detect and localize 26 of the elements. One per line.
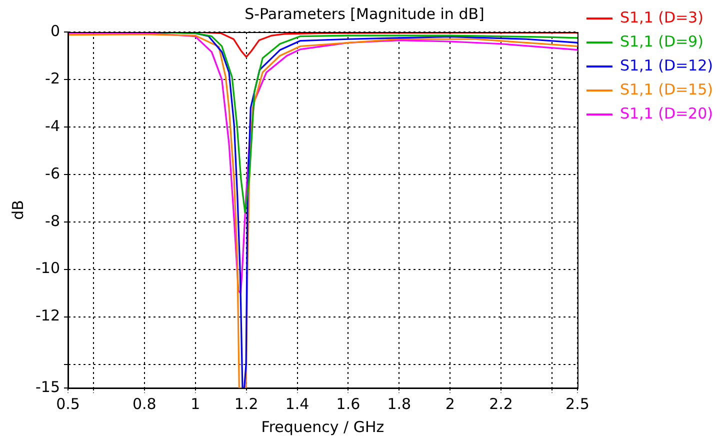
y-tick-label: -15: [36, 378, 60, 396]
legend-label: S1,1 (D=9): [620, 32, 704, 50]
x-tick-label: 1.4: [285, 394, 310, 413]
legend-label: S1,1 (D=15): [620, 80, 714, 98]
y-tick-label: 0: [50, 22, 60, 40]
y-axis-title: dB: [8, 200, 27, 220]
x-tick-label: 1: [190, 394, 200, 413]
y-tick-label: -2: [45, 69, 60, 88]
y-tick-label: -12: [36, 306, 60, 325]
legend-label: S1,1 (D=12): [620, 56, 714, 74]
x-tick-label: 2.2: [489, 394, 513, 413]
y-tick-label: -6: [45, 164, 60, 182]
x-tick-label: 1.8: [387, 394, 412, 413]
x-tick-label: 1.6: [336, 394, 360, 413]
x-tick-label: 1.2: [234, 394, 258, 413]
chart-title: S-Parameters [Magnitude in dB]: [244, 4, 484, 23]
y-tick-label: -8: [45, 212, 60, 230]
legend-label: S1,1 (D=3): [620, 8, 704, 26]
x-tick-label: 0.8: [132, 394, 156, 413]
x-axis-title: Frequency / GHz: [261, 418, 384, 436]
x-tick-label: 2: [445, 394, 455, 413]
x-tick-label: 2.5: [566, 394, 590, 413]
x-tick-label: 0.5: [56, 394, 80, 413]
y-tick-label: -10: [36, 259, 60, 278]
y-tick-label: -4: [45, 116, 60, 135]
legend-label: S1,1 (D=20): [620, 104, 714, 122]
